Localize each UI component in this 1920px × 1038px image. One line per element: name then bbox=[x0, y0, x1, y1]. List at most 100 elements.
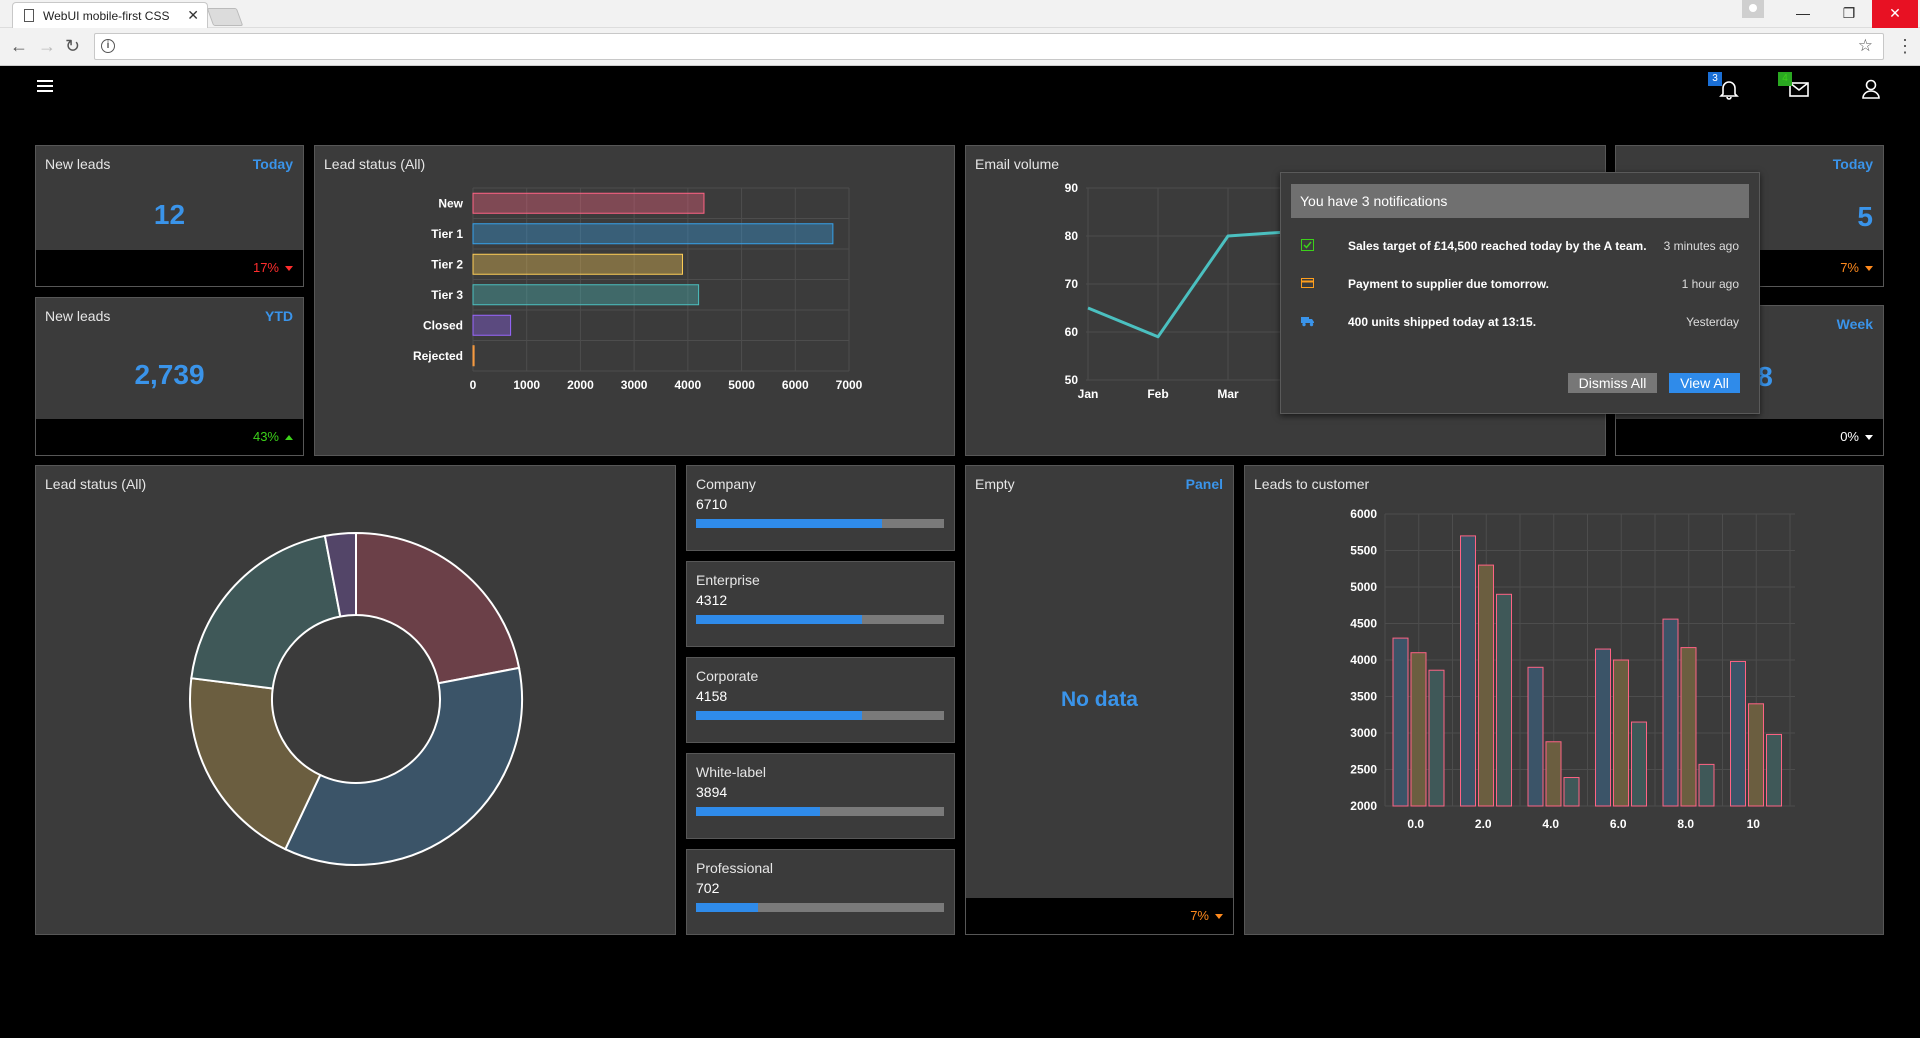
period-link-today[interactable]: Today bbox=[252, 156, 293, 172]
card-value: 2,739 bbox=[134, 359, 205, 390]
y-tick-label: 70 bbox=[1065, 277, 1079, 291]
restore-button[interactable]: ❐ bbox=[1842, 5, 1856, 21]
progress-track bbox=[696, 903, 944, 912]
user-profile-icon[interactable] bbox=[1860, 78, 1882, 100]
bar bbox=[1563, 777, 1580, 807]
empty-panel: Empty Panel No data 7% bbox=[965, 465, 1234, 935]
hamburger-menu-icon[interactable] bbox=[37, 80, 53, 92]
donut-slice bbox=[189, 677, 322, 851]
reload-icon[interactable]: ↻ bbox=[65, 36, 81, 56]
category-label: Closed bbox=[423, 318, 463, 332]
browser-tab[interactable]: WebUI mobile-first CSS ✕ bbox=[12, 2, 208, 28]
progress-card: Corporate 4158 bbox=[686, 657, 955, 743]
notification-item[interactable]: Payment to supplier due tomorrow. 1 hour… bbox=[1293, 275, 1749, 295]
bookmark-star-icon[interactable]: ☆ bbox=[1857, 36, 1873, 55]
bar bbox=[1460, 535, 1476, 807]
notification-time: Yesterday bbox=[1686, 315, 1739, 329]
category-label: New bbox=[438, 196, 463, 210]
progress-label: Enterprise bbox=[696, 572, 760, 588]
x-tick-label: 0.0 bbox=[1407, 817, 1424, 831]
view-all-button[interactable]: View All bbox=[1669, 373, 1740, 393]
y-tick-label: 60 bbox=[1065, 325, 1079, 339]
messages-envelope-icon[interactable]: 4 bbox=[1778, 72, 1810, 100]
notifications-header: You have 3 notifications bbox=[1291, 184, 1749, 218]
panel-title: Empty bbox=[975, 476, 1015, 492]
forward-icon[interactable]: → bbox=[38, 36, 56, 56]
notification-item[interactable]: 400 units shipped today at 13:15. Yester… bbox=[1293, 313, 1749, 333]
series-line bbox=[1087, 229, 1299, 339]
period-link-week[interactable]: Week bbox=[1836, 316, 1873, 332]
x-tick-label: 3000 bbox=[621, 378, 648, 392]
progress-value: 3894 bbox=[696, 784, 728, 800]
progress-value: 4158 bbox=[696, 688, 728, 704]
card-footer: 43% bbox=[36, 419, 303, 455]
bar bbox=[1595, 648, 1611, 807]
address-bar[interactable]: i ☆ bbox=[94, 33, 1884, 60]
progress-track bbox=[696, 519, 944, 528]
donut-slice bbox=[355, 531, 521, 685]
lead-status-donut-panel: Lead status (All) bbox=[35, 465, 676, 935]
profile-icon[interactable] bbox=[1742, 0, 1764, 18]
y-tick-label: 4500 bbox=[1350, 617, 1377, 631]
panel-link[interactable]: Panel bbox=[1185, 476, 1223, 492]
browser-menu-icon[interactable]: ⋮ bbox=[1896, 36, 1914, 56]
new-tab-button[interactable] bbox=[206, 8, 244, 26]
bar bbox=[1428, 669, 1445, 807]
bar bbox=[472, 192, 705, 214]
bar bbox=[1478, 564, 1494, 807]
minimize-button[interactable]: — bbox=[1796, 5, 1810, 21]
y-tick-label: 4000 bbox=[1350, 653, 1377, 667]
dismiss-all-button[interactable]: Dismiss All bbox=[1568, 373, 1657, 393]
panel-title: Lead status (All) bbox=[45, 476, 147, 492]
bar bbox=[1631, 721, 1647, 807]
dashboard: 3 4 New leads Today 12 17% New leads YTD… bbox=[0, 66, 1920, 1038]
messages-count-badge: 4 bbox=[1778, 72, 1792, 86]
bar bbox=[1527, 666, 1544, 807]
progress-value: 4312 bbox=[696, 592, 728, 608]
bar bbox=[1496, 593, 1512, 807]
x-tick-label: 4000 bbox=[675, 378, 702, 392]
x-tick-label: 6000 bbox=[782, 378, 809, 392]
notifications-count-badge: 3 bbox=[1708, 72, 1722, 86]
bar bbox=[1410, 652, 1427, 807]
category-label: Tier 2 bbox=[431, 257, 463, 271]
info-icon[interactable]: i bbox=[101, 39, 115, 53]
tab-close-icon[interactable]: ✕ bbox=[187, 7, 199, 23]
notification-item[interactable]: Sales target of £14,500 reached today by… bbox=[1293, 237, 1749, 257]
bar bbox=[1392, 637, 1409, 807]
progress-label: Corporate bbox=[696, 668, 759, 684]
panel-title: Email volume bbox=[975, 156, 1060, 172]
x-tick-label: 1000 bbox=[513, 378, 540, 392]
x-tick-label: 7000 bbox=[836, 378, 863, 392]
x-tick-label: 2.0 bbox=[1475, 817, 1492, 831]
period-link-today[interactable]: Today bbox=[1832, 156, 1873, 172]
y-tick-label: 5000 bbox=[1350, 580, 1377, 594]
delta-value: 17% bbox=[252, 260, 279, 275]
back-icon[interactable]: ← bbox=[10, 36, 28, 56]
y-tick-label: 90 bbox=[1065, 181, 1079, 195]
notifications-bell-icon[interactable]: 3 bbox=[1708, 72, 1740, 100]
new-leads-ytd-card: New leads YTD 2,739 43% bbox=[35, 297, 304, 456]
lead-status-donut-chart bbox=[189, 531, 523, 866]
lead-status-bar-panel: Lead status (All) 0 1000 2000 3000 4000 5000 6… bbox=[314, 145, 955, 456]
arrow-down-icon bbox=[1865, 435, 1873, 441]
category-label: Tier 3 bbox=[431, 288, 463, 302]
donut-slice bbox=[323, 531, 357, 618]
x-tick-label: Jan bbox=[1078, 387, 1099, 401]
progress-fill bbox=[696, 711, 863, 720]
bar bbox=[472, 253, 683, 275]
bar bbox=[1545, 741, 1562, 807]
close-window-button[interactable]: ✕ bbox=[1872, 0, 1918, 28]
progress-value: 702 bbox=[696, 880, 720, 896]
panel-title: Leads to customer bbox=[1254, 476, 1370, 492]
card-footer: 0% bbox=[1616, 419, 1883, 455]
category-label: Tier 1 bbox=[431, 227, 463, 241]
period-link-ytd[interactable]: YTD bbox=[265, 308, 293, 324]
delta-value: 43% bbox=[252, 429, 279, 444]
notification-text: Payment to supplier due tomorrow. bbox=[1348, 277, 1549, 291]
x-tick-label: 5000 bbox=[728, 378, 755, 392]
progress-label: White-label bbox=[696, 764, 767, 780]
x-tick-label: 6.0 bbox=[1610, 817, 1627, 831]
x-tick-label: Feb bbox=[1147, 387, 1168, 401]
leads-to-customer-bar-chart: 2000 2500 3000 3500 4000 4500 5000 5500 6000 0.0 2… bbox=[1350, 507, 1795, 831]
